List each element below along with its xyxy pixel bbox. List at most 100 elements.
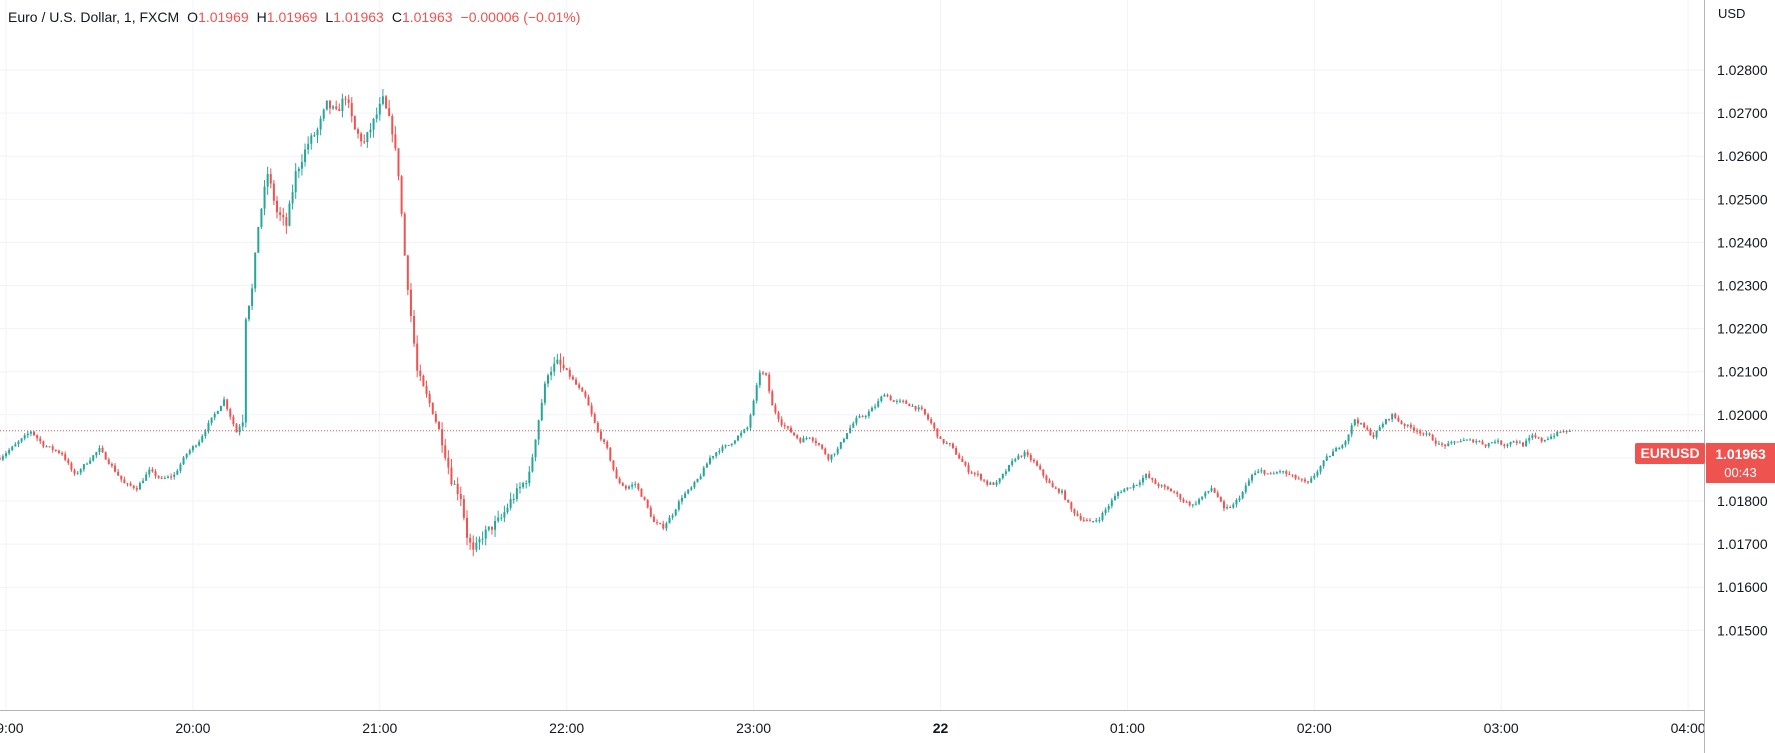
candle-body — [509, 499, 512, 508]
candle-body — [702, 467, 705, 477]
candle-body — [1559, 431, 1562, 433]
candle — [36, 434, 39, 442]
candle-body — [1344, 441, 1347, 446]
candle-body — [1294, 474, 1297, 479]
candle-body — [628, 486, 630, 489]
candle — [1344, 439, 1347, 448]
candle — [668, 515, 671, 524]
candle — [1092, 520, 1095, 523]
candle-body — [1556, 431, 1559, 437]
candle — [1032, 458, 1035, 464]
candle — [708, 455, 711, 466]
candle — [1132, 482, 1135, 491]
candle-body — [400, 176, 403, 214]
candle-body — [923, 408, 926, 415]
candle-body — [528, 471, 531, 484]
candle-body — [1543, 439, 1546, 442]
candle-body — [905, 400, 908, 404]
candle-body — [276, 200, 279, 213]
candle-body — [1434, 440, 1437, 444]
candle — [1076, 510, 1079, 517]
currency-label[interactable]: USD — [1718, 6, 1746, 21]
candle — [1272, 471, 1275, 475]
candle-body — [571, 376, 574, 380]
candle-body — [899, 400, 902, 402]
candle — [992, 481, 995, 486]
candle-body — [17, 441, 20, 445]
price-axis[interactable]: 1.015001.016001.017001.018001.019001.020… — [1717, 62, 1768, 638]
candle-body — [1204, 492, 1207, 497]
candle — [1079, 513, 1082, 522]
candle-body — [1353, 419, 1356, 426]
candle-body — [1409, 424, 1412, 428]
candle-body — [425, 386, 428, 394]
candle — [1120, 489, 1123, 494]
candle-body — [1120, 492, 1123, 494]
candle — [416, 335, 419, 378]
candles — [0, 88, 1571, 557]
candle-body — [39, 438, 42, 442]
candle — [1363, 421, 1366, 429]
candle — [282, 207, 285, 226]
candle — [1145, 473, 1148, 481]
candle-body — [1503, 444, 1506, 446]
candle-body — [20, 438, 23, 442]
candle — [846, 432, 849, 440]
candle-body — [173, 474, 176, 477]
candle-body — [936, 428, 939, 437]
candle-body — [705, 463, 708, 468]
candle — [911, 403, 914, 407]
candle — [989, 481, 992, 486]
candle-body — [727, 445, 730, 447]
candle — [170, 473, 173, 480]
candle — [528, 466, 531, 487]
candle — [344, 95, 347, 106]
candle — [1441, 441, 1444, 447]
candle-body — [908, 403, 911, 407]
candle — [811, 436, 814, 443]
candle — [939, 435, 942, 440]
candle-body — [487, 526, 490, 530]
candle-body — [634, 483, 637, 485]
candle-body — [1484, 444, 1487, 447]
candle — [350, 97, 353, 123]
candle-body — [693, 482, 696, 488]
candle — [899, 398, 902, 404]
candle-body — [378, 103, 381, 115]
candle-body — [117, 471, 120, 476]
price-tick-label: 1.02600 — [1717, 148, 1768, 164]
candle-body — [1322, 460, 1325, 467]
candle-body — [902, 400, 905, 402]
candle — [867, 409, 870, 419]
candle — [1568, 429, 1571, 433]
candle — [400, 175, 403, 217]
candle-body — [347, 99, 350, 104]
candle — [1322, 459, 1325, 469]
time-axis[interactable]: 19:00 20:00 21:00 22:00 23:00 22 01:00 02:00 03:… — [0, 720, 1706, 736]
candle — [730, 443, 733, 447]
candle — [690, 486, 693, 492]
candle-body — [381, 96, 384, 104]
candle-body — [730, 443, 733, 446]
candle — [437, 420, 440, 430]
candle — [1067, 499, 1070, 504]
candle — [624, 484, 627, 491]
candle — [29, 430, 32, 437]
candle-body — [1490, 442, 1493, 444]
candle-body — [1313, 475, 1316, 479]
candle-body — [151, 469, 154, 472]
candle — [1550, 433, 1553, 440]
candle-body — [1235, 500, 1238, 505]
candle — [341, 93, 344, 118]
candle-body — [70, 463, 73, 470]
candle — [1048, 478, 1051, 484]
candle-body — [188, 450, 191, 454]
candle-body — [646, 499, 649, 508]
candle — [475, 536, 478, 553]
candle — [705, 462, 708, 468]
candle — [1515, 439, 1518, 446]
candle-body — [877, 401, 880, 407]
candle — [431, 402, 434, 415]
